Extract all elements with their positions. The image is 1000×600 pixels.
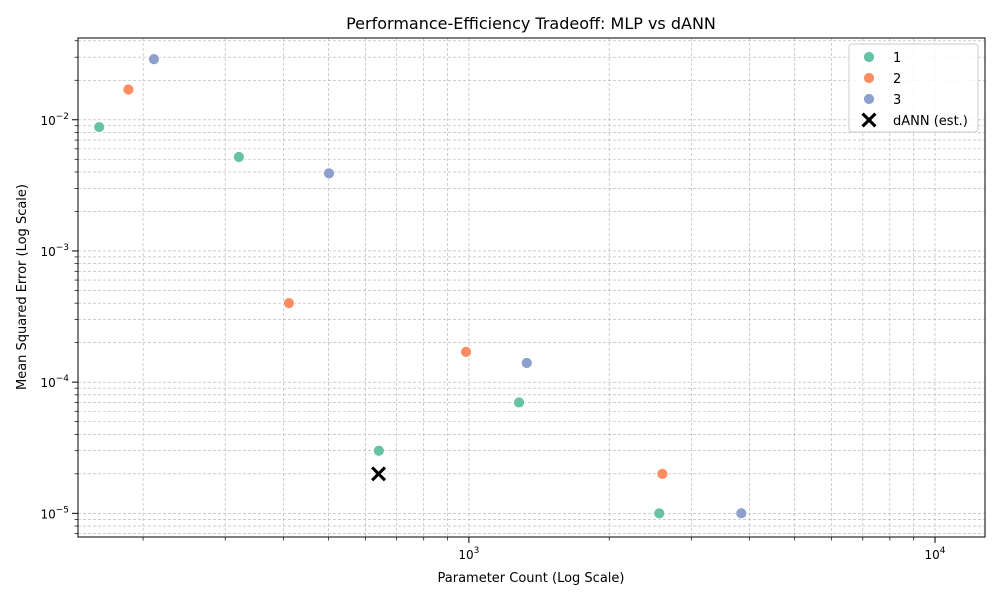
legend-box bbox=[848, 43, 979, 133]
legend-label: 2 bbox=[893, 72, 901, 87]
legend-marker-3 bbox=[863, 93, 875, 105]
legend-label: 1 bbox=[893, 51, 901, 66]
legend: 1 2 3 dANN (est.) bbox=[848, 43, 979, 133]
legend-marker-2 bbox=[863, 72, 875, 84]
data-point-series-1 bbox=[653, 507, 666, 520]
legend-marker-dann bbox=[861, 112, 877, 128]
data-point-series-1 bbox=[232, 151, 245, 163]
data-point-series-2 bbox=[460, 346, 472, 358]
data-point-series-3 bbox=[520, 357, 533, 369]
y-tick-label: 10−5 bbox=[40, 505, 69, 521]
data-point-series-2 bbox=[122, 83, 135, 96]
x-axis-label: Parameter Count (Log Scale) bbox=[438, 571, 625, 586]
data-point-series-3 bbox=[323, 167, 335, 180]
legend-label: dANN (est.) bbox=[893, 114, 968, 129]
axis-ticks: 103 104 10−5 10−4 10−3 10−2 bbox=[40, 40, 946, 562]
data-points bbox=[93, 53, 748, 520]
y-axis-label: Mean Squared Error (Log Scale) bbox=[15, 184, 30, 390]
plot-frame bbox=[77, 37, 986, 538]
data-point-series-3 bbox=[148, 53, 160, 66]
data-point-series-2 bbox=[283, 297, 295, 310]
y-tick-label: 10−4 bbox=[40, 374, 69, 390]
x-tick-label: 104 bbox=[925, 546, 946, 562]
legend-marker-1 bbox=[863, 51, 875, 63]
data-point-series-1 bbox=[513, 396, 525, 409]
legend-label: 3 bbox=[893, 93, 901, 108]
chart-title: Performance-Efficiency Tradeoff: MLP vs … bbox=[346, 14, 716, 33]
x-tick-label: 103 bbox=[458, 546, 479, 562]
data-point-dann bbox=[371, 466, 387, 482]
y-tick-label: 10−3 bbox=[40, 243, 69, 259]
y-tick-label: 10−2 bbox=[40, 112, 69, 128]
data-point-series-1 bbox=[93, 121, 106, 133]
data-point-series-2 bbox=[656, 467, 669, 480]
data-point-series-3 bbox=[735, 507, 748, 520]
grid bbox=[78, 38, 985, 537]
data-point-series-1 bbox=[372, 444, 385, 457]
